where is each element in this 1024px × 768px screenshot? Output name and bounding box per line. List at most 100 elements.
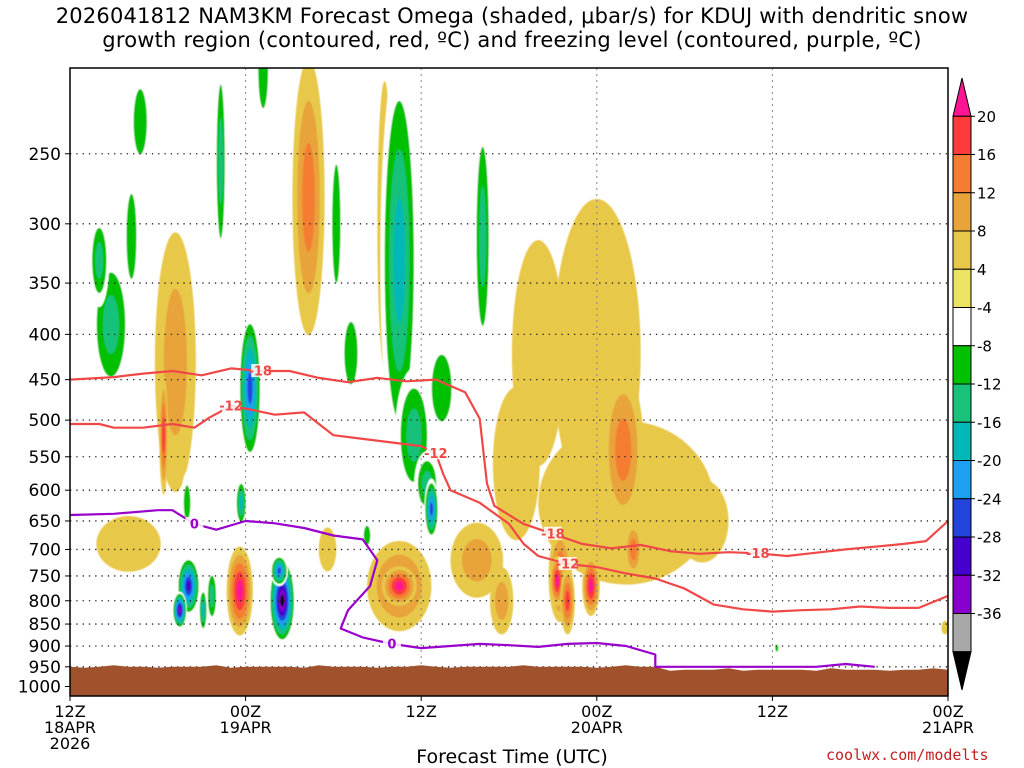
omega-cell [172, 591, 188, 630]
x-tick-label: 19APR [220, 718, 272, 737]
y-tick-label: 450 [29, 371, 61, 391]
colorbar-label: 20 [977, 108, 996, 126]
dgz-minus18-contour-label: -18 [248, 365, 272, 380]
colorbar-label: -24 [977, 490, 1002, 508]
omega-contour-band [133, 89, 147, 155]
y-tick-label: 350 [29, 274, 61, 294]
omega-cell [206, 566, 218, 626]
y-tick-label: 650 [29, 512, 61, 532]
y-tick-label: 600 [29, 481, 61, 501]
y-tick-label: 300 [29, 215, 61, 235]
dgz-minus18-contour-label: -18 [746, 547, 770, 562]
y-tick-label: 550 [29, 448, 61, 468]
freezing-level-contour-label-bg [185, 516, 204, 530]
colorbar-swatch [952, 345, 972, 385]
omega-contour-band [429, 502, 433, 516]
omega-cell [235, 477, 248, 528]
omega-cell [214, 68, 227, 272]
omega-cell [292, 68, 325, 336]
colorbar-swatch [952, 230, 972, 270]
omega-cell [675, 479, 729, 563]
colorbar-swatch [952, 192, 972, 232]
surface-terrain [70, 665, 948, 696]
omega-cell [582, 556, 600, 617]
omega-contour-band [201, 603, 205, 618]
dgz-minus18-contour-label-bg [748, 546, 767, 560]
colorbar-swatch [952, 460, 972, 500]
y-tick-label: 1000 [18, 678, 61, 698]
y-axis: 2503003504004505005506006507007508008509… [18, 145, 70, 698]
omega-contour-band [479, 185, 487, 288]
chart-title: 2026041812 NAM3KM Forecast Omega (shaded… [0, 4, 1024, 52]
omega-cell [602, 370, 644, 530]
dgz-minus18-contour-label: -18 [541, 527, 565, 542]
omega-contour-band [461, 539, 492, 582]
dgz-minus18-contour-label-bg [251, 364, 270, 378]
colorbar-label: 4 [977, 261, 987, 279]
omega-cell [159, 375, 169, 495]
dgz-minus12-contour-label: -12 [424, 447, 448, 462]
omega-contour-band [218, 117, 224, 205]
omega-contour-band [178, 607, 182, 614]
y-tick-label: 750 [29, 567, 61, 587]
omega-cell [318, 527, 337, 572]
x-tick-label: 00Z [230, 702, 261, 721]
omega-contour-band [95, 242, 104, 279]
colorbar-swatch [952, 574, 972, 614]
colorbar-swatch [952, 307, 972, 347]
chart-title-line-2: growth region (contoured, red, ºC) and f… [102, 28, 922, 52]
omega-contour-band [96, 516, 161, 572]
y-tick-label: 800 [29, 592, 61, 612]
omega-contour-band [280, 594, 285, 607]
y-tick-label: 900 [29, 637, 61, 657]
omega-cell [361, 518, 373, 553]
omega-cell [511, 240, 565, 467]
omega-cell [270, 555, 289, 587]
omega-cell [473, 107, 492, 365]
omega-contour-band [431, 354, 452, 422]
omega-contour-band [394, 581, 404, 591]
colorbar-swatch [952, 421, 972, 461]
omega-contour-band [209, 584, 215, 608]
omega-cell [774, 641, 779, 655]
y-tick-label: 700 [29, 540, 61, 560]
colorbar-label: 12 [977, 184, 996, 202]
dgz-minus18-contour-line [70, 367, 948, 558]
colorbar-label: -36 [977, 605, 1002, 623]
colorbar-label: -4 [977, 299, 992, 317]
dgz-minus12-contour-label: -12 [556, 557, 580, 572]
colorbar-arrow-bottom [952, 651, 972, 691]
omega-contour-band [247, 372, 253, 404]
y-tick-label: 250 [29, 145, 61, 165]
omega-contour-band [236, 580, 243, 602]
omega-cell [381, 566, 417, 607]
omega-contour-band [102, 295, 120, 355]
colorbar-swatch [952, 383, 972, 423]
omega-cell [424, 478, 439, 540]
x-tick-label: 21APR [922, 718, 974, 737]
omega-contour-band [615, 418, 632, 481]
omega-contour-band [565, 590, 570, 611]
x-tick-label: 00Z [932, 702, 963, 721]
omega-contour-band [258, 68, 269, 109]
colorbar-arrow-top [952, 77, 972, 117]
omega-contour-band [332, 164, 341, 284]
omega-contour-band [126, 193, 137, 280]
omega-contour-band [495, 581, 509, 620]
omega-cell [269, 557, 296, 645]
omega-contour-band [393, 197, 406, 324]
omega-contour-band [186, 580, 191, 592]
x-tick-label: 20APR [571, 718, 623, 737]
colorbar-swatch [952, 536, 972, 576]
colorbar-label: 8 [977, 223, 987, 241]
omega-contour-band [163, 288, 187, 436]
temperature-contours: 0 0 -18 -18 -18 -12 -12 -12 [70, 364, 948, 668]
colorbar-swatch [952, 613, 972, 653]
freezing-level-contour-line [70, 509, 875, 668]
x-tick-label: 12Z [406, 702, 437, 721]
omega-cell [450, 522, 504, 598]
omega-cell [122, 161, 141, 312]
x-tick-label: 00Z [581, 702, 612, 721]
